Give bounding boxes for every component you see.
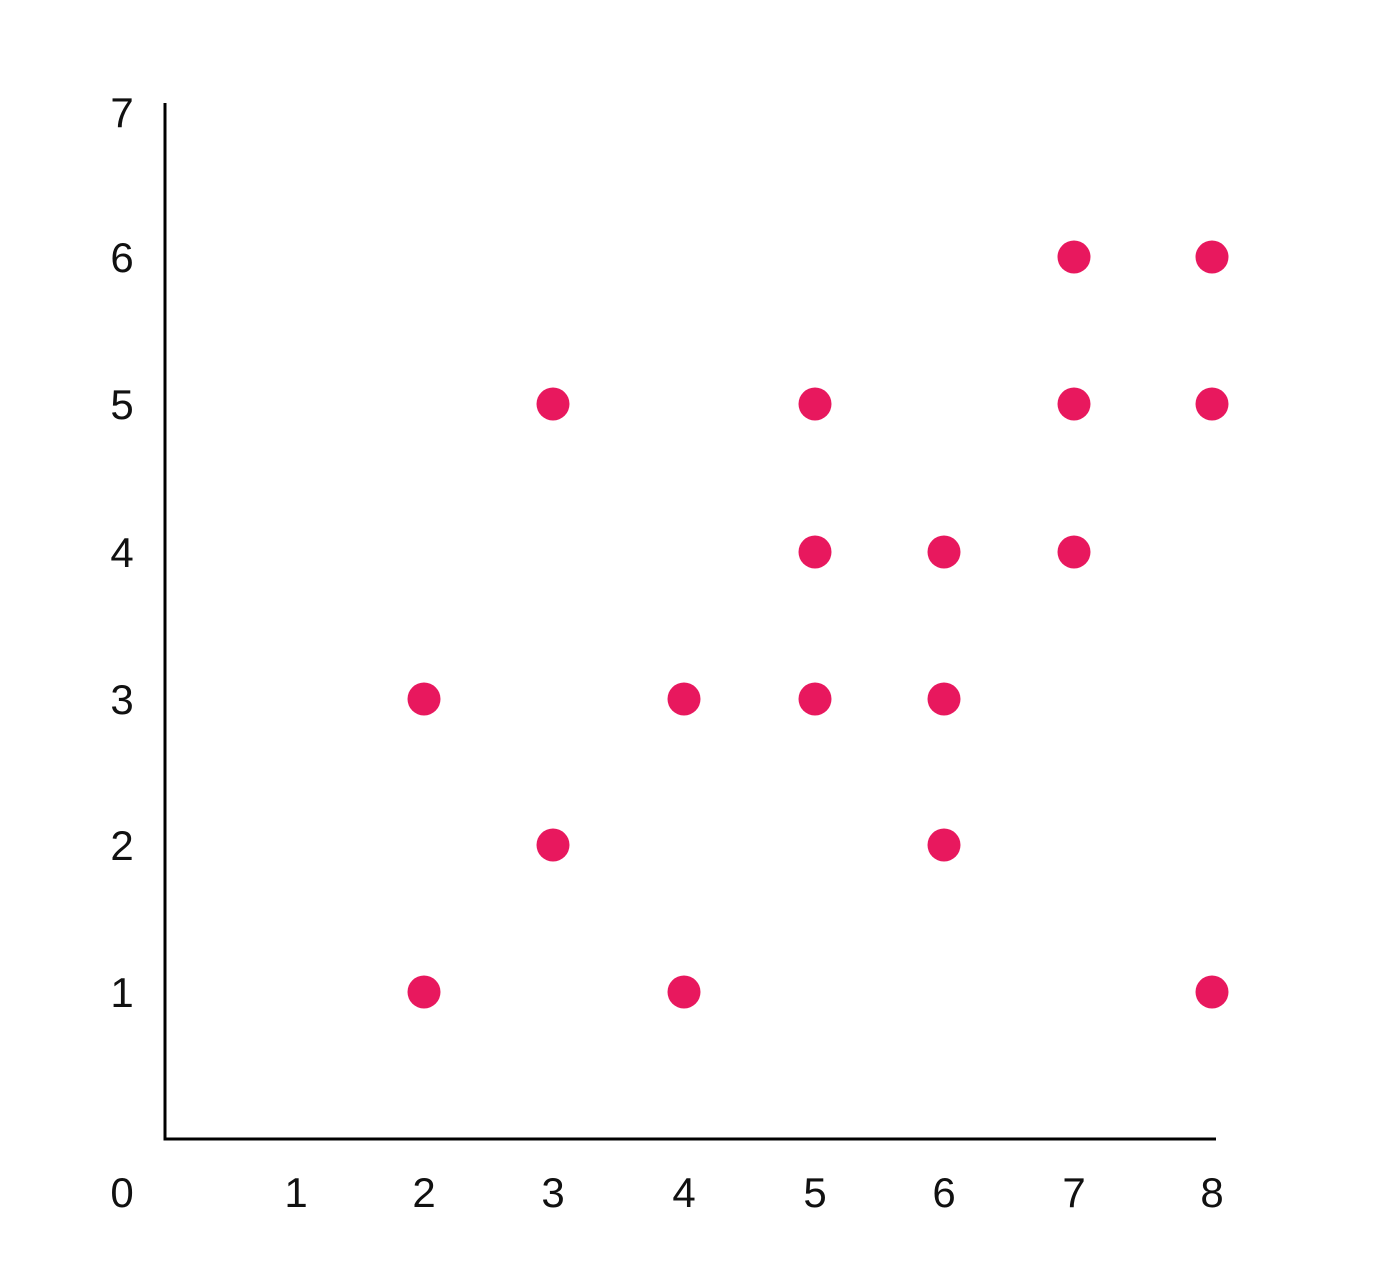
y-tick-label: 1 — [110, 969, 133, 1016]
data-point — [1195, 975, 1229, 1009]
x-tick-label: 5 — [803, 1169, 826, 1216]
data-point — [667, 975, 701, 1009]
y-tick-label: 4 — [110, 529, 133, 576]
y-tick-label: 7 — [110, 89, 133, 136]
x-tick-label: 6 — [932, 1169, 955, 1216]
x-tick-label: 8 — [1200, 1169, 1223, 1216]
x-tick-label: 0 — [110, 1169, 133, 1216]
x-tick-label: 3 — [541, 1169, 564, 1216]
data-point — [1057, 535, 1091, 569]
data-point — [1195, 387, 1229, 421]
data-point — [927, 828, 961, 862]
y-tick-label: 5 — [110, 381, 133, 428]
data-point — [407, 975, 441, 1009]
data-point — [1057, 240, 1091, 274]
x-tick-label: 7 — [1062, 1169, 1085, 1216]
data-point — [1057, 387, 1091, 421]
y-tick-labels: 1 2 3 4 5 6 7 — [110, 89, 133, 1016]
data-point — [798, 535, 832, 569]
y-tick-label: 2 — [110, 822, 133, 869]
data-point — [798, 387, 832, 421]
x-tick-labels: 0 1 2 3 4 5 6 7 8 — [110, 1169, 1223, 1216]
data-point — [1195, 240, 1229, 274]
data-point — [927, 682, 961, 716]
x-tick-label: 4 — [672, 1169, 695, 1216]
points-layer — [407, 240, 1229, 1009]
x-tick-label: 2 — [412, 1169, 435, 1216]
data-point — [667, 682, 701, 716]
y-tick-label: 3 — [110, 676, 133, 723]
x-tick-label: 1 — [284, 1169, 307, 1216]
data-point — [798, 682, 832, 716]
data-point — [536, 387, 570, 421]
data-point — [407, 682, 441, 716]
data-point — [927, 535, 961, 569]
y-tick-label: 6 — [110, 234, 133, 281]
data-point — [536, 828, 570, 862]
